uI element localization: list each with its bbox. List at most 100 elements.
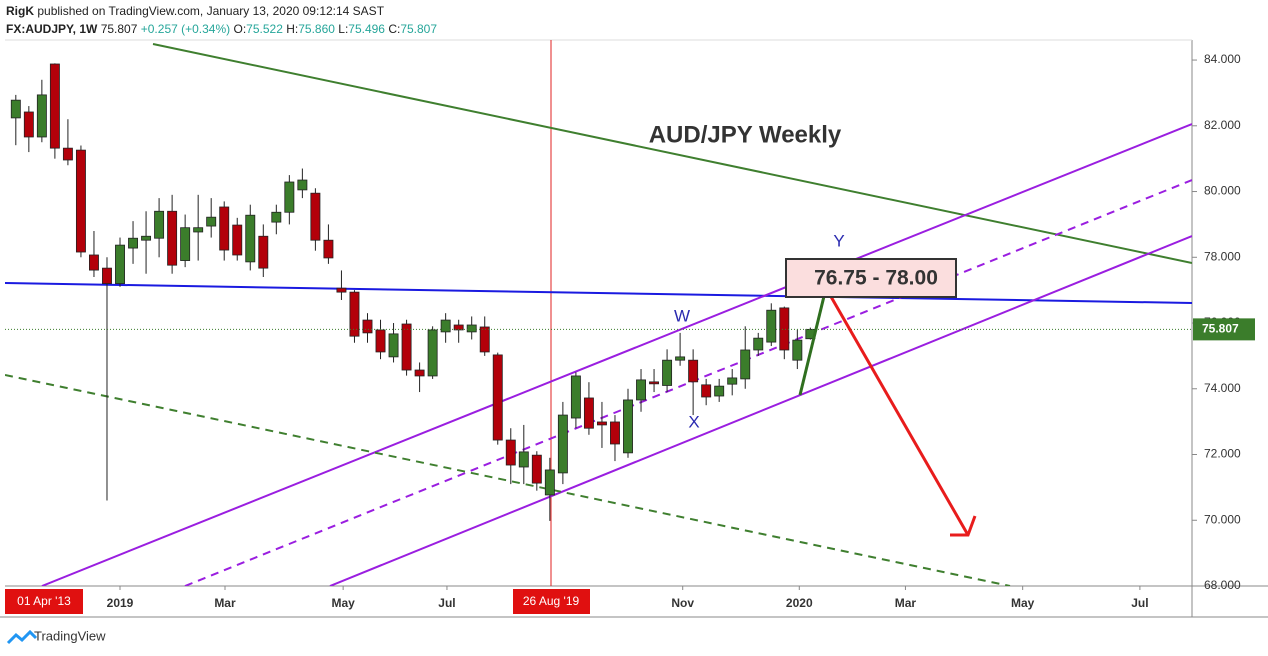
- x-tick-label: Jul: [438, 596, 455, 610]
- candle-body: [688, 359, 699, 383]
- candle-body: [193, 227, 204, 233]
- candle-body: [336, 287, 347, 293]
- wave-label: W: [674, 306, 690, 325]
- y-tick-label: 70.000: [1204, 512, 1241, 526]
- candle-body: [583, 397, 594, 429]
- candle-body: [427, 329, 438, 377]
- candle-body: [89, 254, 99, 271]
- channel-lower: [329, 235, 1192, 586]
- y-tick-label: 68.000: [1204, 578, 1241, 592]
- candle-body: [675, 356, 686, 361]
- candle-body: [570, 375, 581, 419]
- logo: [6, 629, 38, 645]
- header-line: RigK published on TradingView.com, Janua…: [6, 4, 385, 18]
- candle-body: [141, 235, 152, 241]
- published: published on TradingView.com, January 13…: [37, 4, 384, 18]
- trendline: [152, 43, 1192, 264]
- candle-body: [375, 329, 386, 353]
- value: 75.496: [348, 22, 385, 36]
- candle-body: [766, 309, 777, 343]
- candle-body: [115, 244, 125, 284]
- candle-body: [167, 210, 178, 266]
- x-tick-label: Mar: [895, 596, 917, 610]
- candle-body: [466, 324, 477, 333]
- y-tick-label: 82.000: [1204, 118, 1241, 132]
- candle-body: [349, 291, 360, 337]
- publisher: RigK: [6, 4, 34, 18]
- candle-body: [36, 94, 47, 138]
- crosshair-date-box: [513, 589, 590, 614]
- label: L:: [338, 22, 348, 36]
- candle-body: [518, 451, 529, 468]
- candle-body: [596, 421, 607, 426]
- trendline: [5, 282, 1192, 304]
- arrow-head: [950, 515, 977, 537]
- candle-body: [531, 454, 542, 484]
- wave-label: X: [688, 412, 699, 431]
- candle-body: [492, 354, 503, 441]
- candle-body: [623, 399, 633, 454]
- candle-body: [102, 267, 112, 284]
- y-tick-label: 72.000: [1204, 447, 1241, 461]
- candle-body: [479, 326, 490, 353]
- channel-upper: [41, 123, 1192, 586]
- candle-body: [284, 181, 295, 213]
- brand[interactable]: TradingView: [34, 628, 106, 643]
- candle-body: [388, 333, 399, 358]
- value: 75.522: [246, 22, 283, 36]
- candle-body: [401, 323, 412, 371]
- value: 75.807: [400, 22, 437, 36]
- x-tick-label: 2020: [786, 596, 813, 610]
- label: O:: [234, 22, 247, 36]
- candle-body: [544, 469, 555, 496]
- candle-body: [753, 337, 764, 351]
- crosshair-date: 26 Aug '19: [523, 594, 580, 608]
- candle-body: [323, 239, 334, 259]
- candle-body: [62, 147, 73, 161]
- candle-body: [180, 227, 191, 261]
- candle-body: [49, 63, 60, 149]
- candle-body: [779, 307, 790, 351]
- candle-body: [310, 192, 321, 241]
- candle-body: [662, 359, 673, 386]
- crosshair-date: 01 Apr '13: [17, 594, 71, 608]
- wave-line: [798, 287, 828, 396]
- x-tick-label: Jul: [1131, 596, 1148, 610]
- wave-label: Y: [833, 231, 844, 250]
- candle-body: [557, 414, 568, 474]
- x-tick-label: Nov: [671, 596, 694, 610]
- last: 75.807: [101, 22, 138, 36]
- candle-body: [297, 179, 308, 191]
- value: 75.860: [298, 22, 335, 36]
- candle-body: [10, 99, 21, 119]
- candle-body: [505, 439, 516, 466]
- y-tick-label: 78.000: [1204, 249, 1241, 263]
- last-price-label: 75.807: [1202, 322, 1239, 336]
- label: C:: [388, 22, 400, 36]
- crosshair-date-box: [5, 589, 83, 614]
- candle-body: [701, 384, 712, 398]
- plot: [5, 40, 1192, 586]
- symbol: FX:AUDJPY, 1W: [6, 22, 98, 36]
- candle-body: [245, 214, 256, 263]
- target-box: [785, 258, 957, 298]
- candle-body: [362, 319, 373, 334]
- last-price-box: [1193, 318, 1255, 341]
- candle-body: [206, 216, 217, 227]
- candle-body: [258, 235, 269, 269]
- candle-body: [636, 379, 646, 401]
- axes: 68.00070.00072.00074.00076.00078.00080.0…: [107, 52, 1255, 610]
- overlay: 76.75 - 78.00 AUD/JPY Weekly W X Y 01 Ap…: [5, 121, 977, 645]
- candle-body: [23, 111, 34, 138]
- target-label: 76.75 - 78.00: [814, 267, 938, 290]
- candle-body: [453, 324, 464, 331]
- trendline-dashed: [5, 374, 1011, 586]
- symbol-line: FX:AUDJPY, 1W 75.807 +0.257 (+0.34%) O:7…: [6, 22, 437, 36]
- x-tick-label: 2019: [107, 596, 134, 610]
- candle-body: [610, 421, 620, 445]
- candle-body: [740, 349, 751, 380]
- arrow: [824, 287, 970, 536]
- y-tick-label: 84.000: [1204, 52, 1241, 66]
